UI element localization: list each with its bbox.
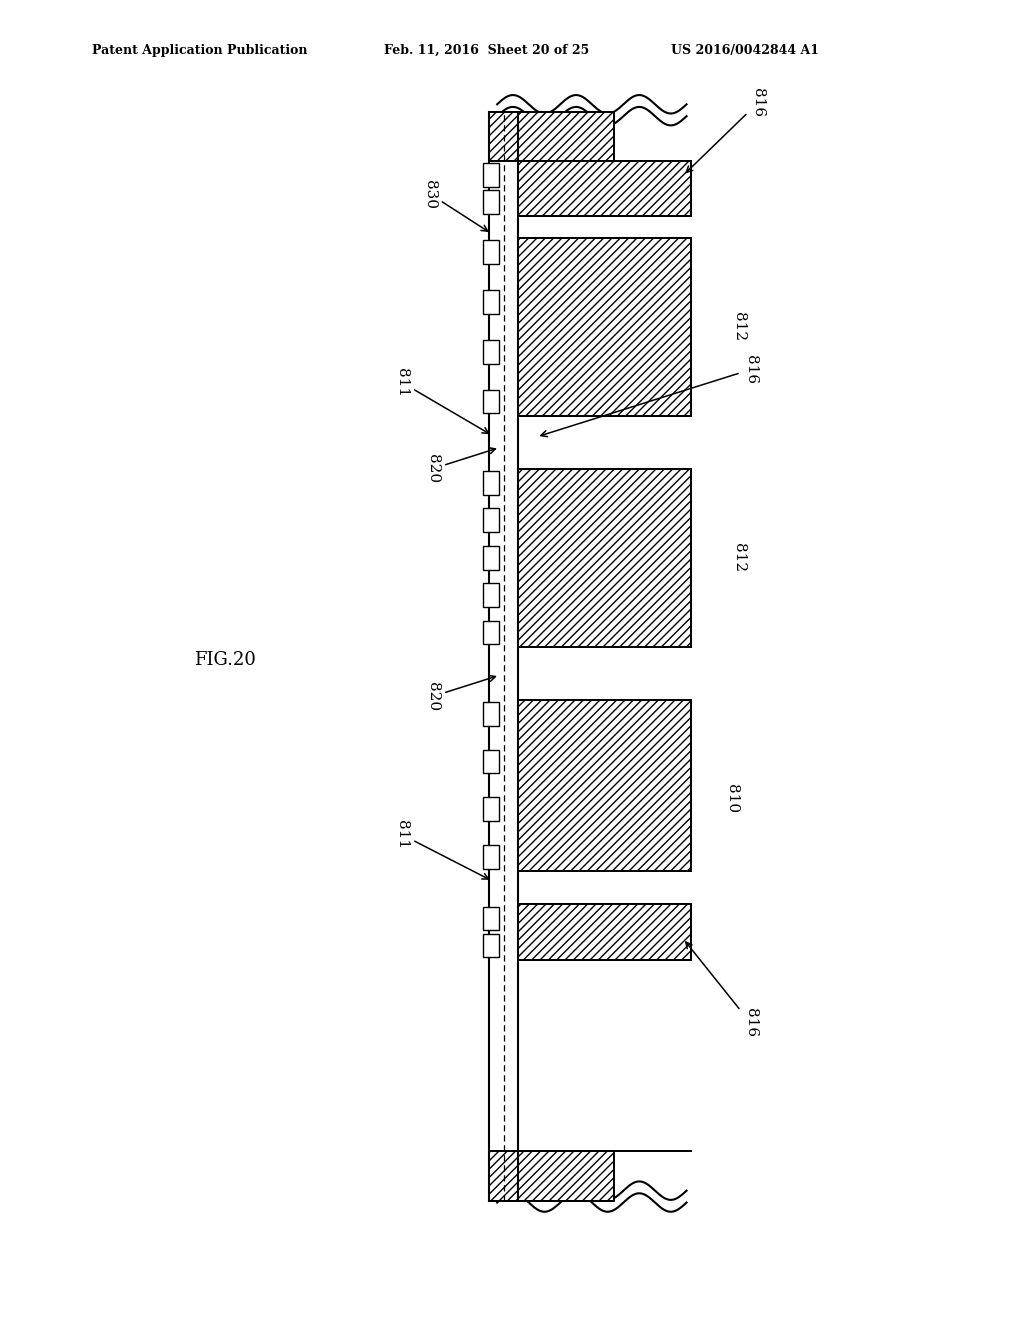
Bar [518,238,691,416]
Bar [483,546,500,570]
Bar [483,702,500,726]
Bar [518,700,691,871]
Bar [483,508,500,532]
Bar [483,750,500,774]
Bar [483,190,500,214]
Text: 816: 816 [686,942,758,1038]
Bar [518,904,691,960]
Text: 830: 830 [423,180,487,231]
Text: US 2016/0042844 A1: US 2016/0042844 A1 [671,44,819,57]
Bar [483,620,500,644]
Text: FIG.20: FIG.20 [195,651,256,669]
Text: Patent Application Publication: Patent Application Publication [92,44,307,57]
Text: 811: 811 [395,368,488,433]
Bar [483,933,500,957]
Bar [483,164,500,187]
Bar [483,907,500,931]
Text: 811: 811 [395,820,488,879]
Text: 812: 812 [732,543,746,573]
Bar [483,339,500,363]
Bar [483,845,500,869]
Text: 820: 820 [426,676,496,711]
Bar [489,112,614,161]
Bar [489,1151,614,1201]
Bar [518,469,691,647]
Bar [483,240,500,264]
Bar [483,389,500,413]
Bar [483,797,500,821]
Bar [483,583,500,607]
Text: 820: 820 [426,447,496,483]
Text: 812: 812 [732,312,746,342]
Text: 810: 810 [725,784,739,813]
Text: 816: 816 [541,355,758,437]
Bar [483,471,500,495]
Text: 816: 816 [686,88,765,173]
Bar [518,161,691,216]
Bar [483,290,500,314]
Text: Feb. 11, 2016  Sheet 20 of 25: Feb. 11, 2016 Sheet 20 of 25 [384,44,589,57]
